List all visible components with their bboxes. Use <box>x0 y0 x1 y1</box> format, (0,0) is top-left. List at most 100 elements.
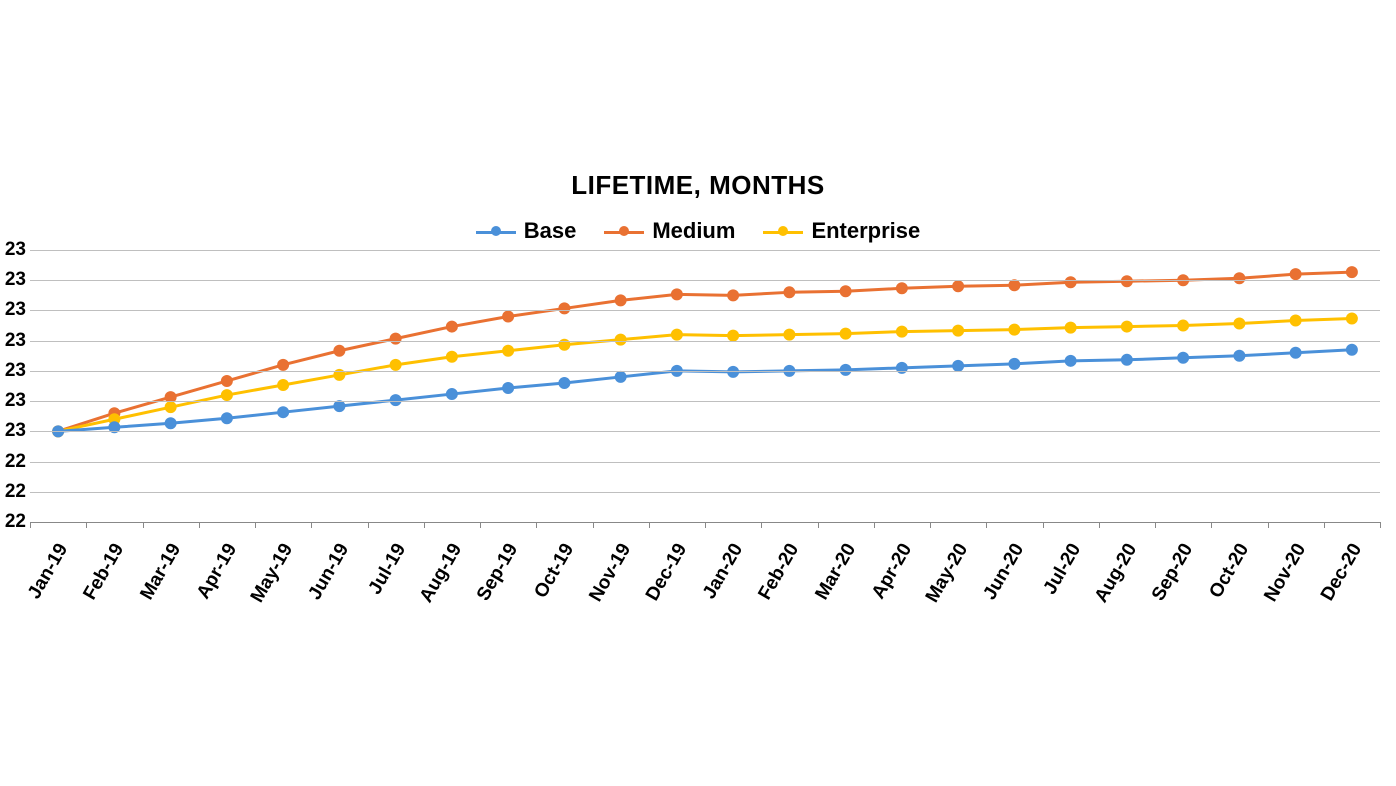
series-marker <box>1065 277 1076 288</box>
x-tick-label: Apr-20 <box>868 540 917 603</box>
chart-container: LIFETIME, MONTHS Base Medium Enterprise 22… <box>0 0 1396 786</box>
x-tick-label: May-20 <box>922 540 973 607</box>
series-marker <box>1065 355 1076 366</box>
x-tick-label: Jan-19 <box>24 540 73 603</box>
x-tick-label: Nov-20 <box>1260 540 1311 606</box>
x-tick-mark <box>1043 522 1044 528</box>
y-tick-label: 23 <box>0 420 26 442</box>
x-tick-mark <box>1380 522 1381 528</box>
chart-title: LIFETIME, MONTHS <box>0 170 1396 201</box>
series-marker <box>446 351 457 362</box>
series-marker <box>1290 269 1301 280</box>
plot-area: 22222223232323232323Jan-19Feb-19Mar-19Ap… <box>30 250 1380 522</box>
y-tick-label: 23 <box>0 239 26 261</box>
series-marker <box>615 334 626 345</box>
series-marker <box>390 333 401 344</box>
series-marker <box>446 389 457 400</box>
legend-item: Base <box>476 218 577 244</box>
series-marker <box>1009 324 1020 335</box>
legend-item: Medium <box>604 218 735 244</box>
x-tick-mark <box>199 522 200 528</box>
legend-label: Medium <box>652 218 735 244</box>
x-tick-mark <box>1155 522 1156 528</box>
series-marker <box>728 366 739 377</box>
series-marker <box>503 311 514 322</box>
x-tick-label: Sep-20 <box>1148 540 1198 605</box>
x-tick-label: May-19 <box>247 540 298 607</box>
gridline <box>30 431 1380 432</box>
series-marker <box>1178 352 1189 363</box>
gridline <box>30 462 1380 463</box>
series-marker <box>840 364 851 375</box>
gridline <box>30 310 1380 311</box>
series-layer <box>30 250 1380 522</box>
series-marker <box>1121 354 1132 365</box>
x-tick-mark <box>311 522 312 528</box>
series-marker <box>1121 321 1132 332</box>
y-tick-label: 22 <box>0 481 26 503</box>
y-tick-label: 23 <box>0 330 26 352</box>
gridline <box>30 280 1380 281</box>
series-marker <box>953 281 964 292</box>
series-marker <box>559 303 570 314</box>
series-marker <box>953 360 964 371</box>
x-tick-mark <box>536 522 537 528</box>
x-tick-label: Nov-19 <box>585 540 636 606</box>
series-marker <box>671 289 682 300</box>
series-marker <box>615 371 626 382</box>
x-tick-mark <box>480 522 481 528</box>
legend-label: Base <box>524 218 577 244</box>
series-marker <box>446 321 457 332</box>
x-tick-label: Apr-19 <box>193 540 242 603</box>
x-tick-mark <box>705 522 706 528</box>
gridline <box>30 250 1380 251</box>
gridline <box>30 492 1380 493</box>
series-marker <box>221 390 232 401</box>
x-tick-label: Feb-20 <box>755 540 805 604</box>
series-marker <box>390 359 401 370</box>
x-tick-label: Mar-19 <box>136 540 186 604</box>
series-marker <box>278 359 289 370</box>
x-tick-label: Oct-20 <box>1206 540 1255 602</box>
x-tick-mark <box>986 522 987 528</box>
x-tick-mark <box>818 522 819 528</box>
series-marker <box>221 413 232 424</box>
y-tick-label: 23 <box>0 390 26 412</box>
series-marker <box>1121 276 1132 287</box>
x-tick-label: Feb-19 <box>80 540 130 604</box>
y-tick-label: 23 <box>0 360 26 382</box>
y-tick-label: 22 <box>0 451 26 473</box>
series-marker <box>728 290 739 301</box>
x-tick-mark <box>874 522 875 528</box>
series-marker <box>1234 318 1245 329</box>
series-marker <box>165 402 176 413</box>
x-tick-label: Jun-20 <box>980 540 1030 604</box>
x-tick-mark <box>1211 522 1212 528</box>
series-marker <box>840 328 851 339</box>
series-marker <box>1346 344 1357 355</box>
legend-label: Enterprise <box>811 218 920 244</box>
series-line <box>58 272 1352 431</box>
series-marker <box>503 345 514 356</box>
x-tick-label: Sep-19 <box>473 540 523 605</box>
y-tick-label: 22 <box>0 511 26 533</box>
series-marker <box>1234 350 1245 361</box>
series-marker <box>1009 358 1020 369</box>
series-marker <box>615 295 626 306</box>
x-tick-mark <box>649 522 650 528</box>
x-tick-mark <box>593 522 594 528</box>
legend-item: Enterprise <box>763 218 920 244</box>
x-tick-mark <box>368 522 369 528</box>
x-tick-mark <box>143 522 144 528</box>
gridline <box>30 401 1380 402</box>
x-tick-label: Aug-19 <box>416 540 467 607</box>
series-marker <box>784 287 795 298</box>
series-marker <box>1346 267 1357 278</box>
x-tick-label: Mar-20 <box>811 540 861 604</box>
y-tick-label: 23 <box>0 299 26 321</box>
series-marker <box>334 345 345 356</box>
x-tick-mark <box>1268 522 1269 528</box>
x-tick-label: Dec-19 <box>642 540 692 605</box>
series-marker <box>784 329 795 340</box>
series-marker <box>165 418 176 429</box>
